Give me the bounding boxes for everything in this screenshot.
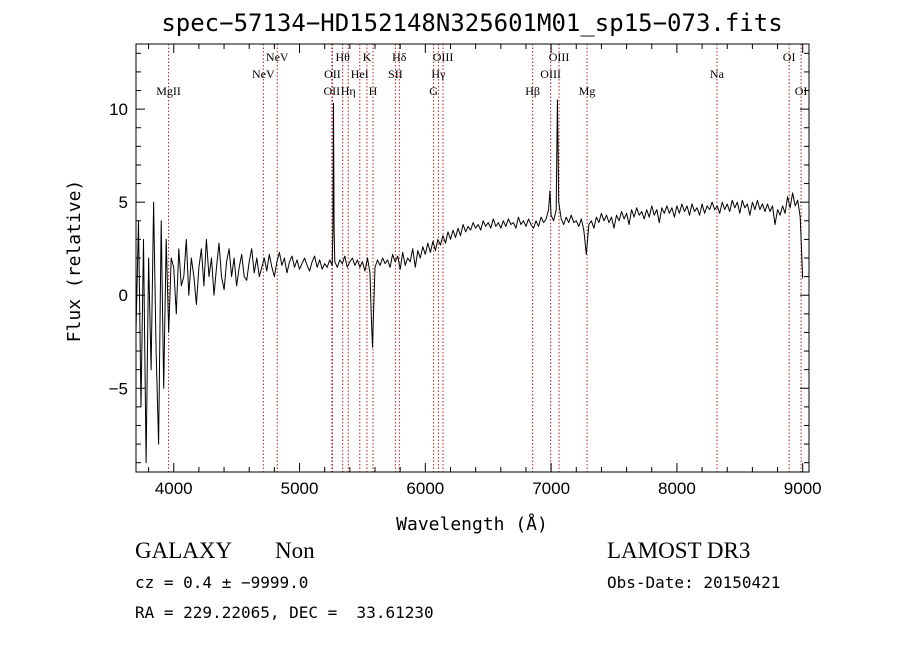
line-label-1: NeV [252, 67, 275, 81]
line-label-2: NeV [266, 50, 289, 64]
x-tick-label-4000: 4000 [155, 479, 193, 498]
line-label-18: Mg [579, 84, 596, 98]
survey-name: LAMOST DR3 [607, 538, 751, 563]
x-tick-label-8000: 8000 [658, 479, 696, 498]
line-label-14: OIII [433, 50, 454, 64]
line-label-0: MgII [156, 84, 181, 98]
line-label-10: SII [388, 67, 403, 81]
line-label-17: OIII [549, 50, 570, 64]
spectrum-series [135, 99, 804, 464]
object-subclass: Non [275, 538, 315, 563]
y-tick-label-10: 10 [109, 100, 128, 119]
obs-date: Obs-Date: 20150421 [607, 573, 781, 592]
spectral-line-markers [168, 44, 802, 472]
line-label-12: G [429, 84, 438, 98]
line-label-19: Na [710, 67, 725, 81]
ra-dec-coordinates: RA = 229.22065, DEC = 33.61230 [135, 603, 434, 622]
chart-title: spec−57134−HD152148N325601M01_sp15−073.f… [161, 9, 782, 37]
line-label-20: OI [783, 50, 796, 64]
redshift-cz: cz = 0.4 ± −9999.0 [135, 573, 309, 592]
line-label-13: Hγ [431, 67, 446, 81]
x-tick-label-9000: 9000 [784, 479, 822, 498]
line-label-3: OII [324, 84, 341, 98]
line-label-15: Hβ [525, 84, 540, 98]
line-label-11: Hδ [392, 50, 407, 64]
spectrum-line-0 [135, 99, 804, 464]
line-label-16: OIII [540, 67, 561, 81]
x-axis-label: Wavelength (Å) [396, 513, 548, 535]
y-tick-label-0: 0 [119, 286, 128, 305]
line-label-21: OI [795, 84, 808, 98]
x-tick-label-6000: 6000 [406, 479, 444, 498]
line-label-9: H [369, 84, 378, 98]
line-label-5: Hθ [335, 50, 350, 64]
y-axis-label: Flux (relative) [64, 180, 85, 343]
plot-frame [135, 43, 810, 473]
x-tick-label-5000: 5000 [281, 479, 319, 498]
object-class: GALAXY [135, 538, 233, 563]
line-label-4: OII [324, 67, 341, 81]
y-tick-label-5: 5 [119, 193, 128, 212]
line-label-8: K [363, 50, 372, 64]
line-label-6: Hη [341, 84, 356, 98]
x-tick-label-7000: 7000 [532, 479, 570, 498]
y-tick-label--5: −5 [109, 379, 128, 398]
line-label-7: HeI [351, 67, 369, 81]
axes: 4000 5000 6000 7000 8000 9000 −5 0 5 10 [109, 43, 822, 498]
spectral-line-labels: MgIINeVNeVOIIOIIHθHηHeIKHSIIHδGHγOIIIHβO… [156, 50, 807, 98]
